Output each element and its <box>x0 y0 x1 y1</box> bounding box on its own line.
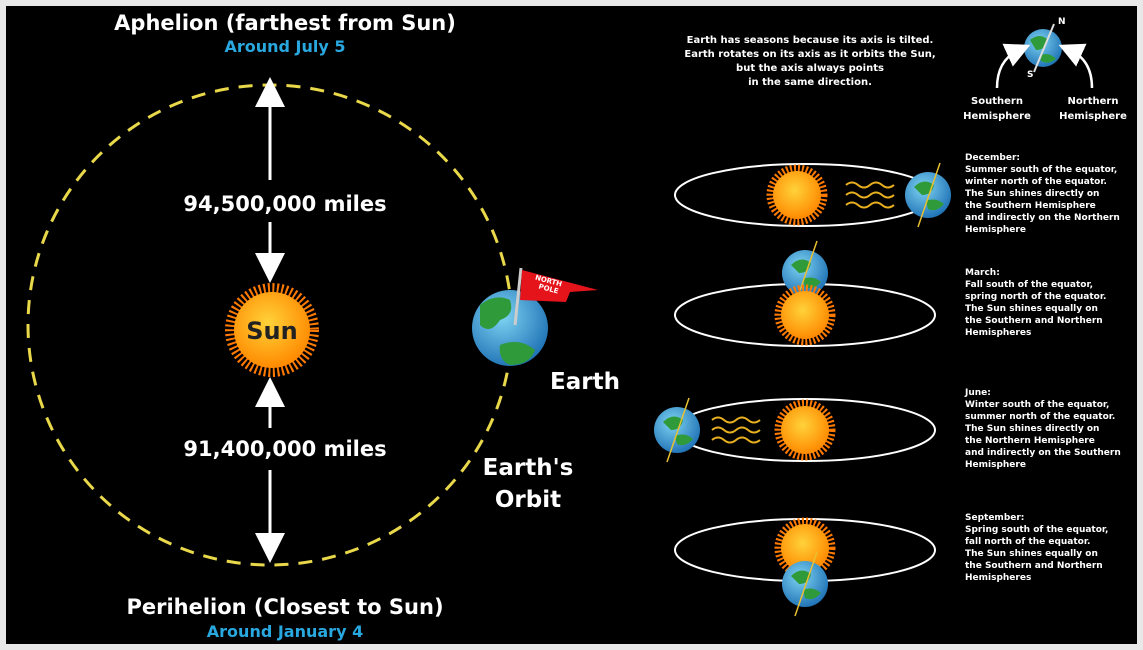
distance-near: 91,400,000 miles <box>183 437 386 461</box>
season-line: Winter south of the equator, <box>965 400 1109 410</box>
season-line: summer north of the equator. <box>965 412 1115 422</box>
season-line: Hemisphere <box>965 225 1026 235</box>
sun <box>781 406 829 454</box>
page: Sun Aphelion (farthest from Sun) Around … <box>0 0 1143 650</box>
perihelion-date: Around January 4 <box>207 622 363 641</box>
season-line: the Southern and Northern <box>965 316 1103 326</box>
season-line: Spring south of the equator, <box>965 525 1108 535</box>
earth-label: Earth <box>550 369 620 395</box>
distance-far: 94,500,000 miles <box>183 192 386 216</box>
season-line: the Southern and Northern <box>965 561 1103 571</box>
intro-line: in the same direction. <box>748 77 872 88</box>
season-heading: March: <box>965 268 1000 278</box>
season-line: fall north of the equator. <box>965 537 1090 547</box>
season-line: the Southern Hemisphere <box>965 201 1096 211</box>
sun <box>773 171 821 219</box>
season-heading: September: <box>965 513 1024 523</box>
season-line: The Sun shines equally on <box>965 304 1098 314</box>
earth <box>782 561 828 607</box>
perihelion-title: Perihelion (Closest to Sun) <box>126 595 443 619</box>
season-line: winter north of the equator. <box>965 177 1107 187</box>
orbit-label: Earth's <box>483 455 574 481</box>
season-line: the Northern Hemisphere <box>965 436 1095 446</box>
season-line: spring north of the equator. <box>965 292 1106 302</box>
intro-line: Earth rotates on its axis as it orbits t… <box>684 49 935 60</box>
sun <box>781 291 829 339</box>
intro-line: Earth has seasons because its axis is ti… <box>687 35 934 46</box>
aphelion-date: Around July 5 <box>224 37 345 56</box>
axis-south: S <box>1027 70 1033 80</box>
hemisphere-label: Hemisphere <box>1059 111 1127 122</box>
season-heading: December: <box>965 153 1020 163</box>
hemisphere-label: Hemisphere <box>963 111 1031 122</box>
earth <box>905 172 951 218</box>
aphelion-title: Aphelion (farthest from Sun) <box>114 11 456 35</box>
intro-line: but the axis always points <box>736 63 884 74</box>
season-heading: June: <box>964 388 991 398</box>
diagram: Sun Aphelion (farthest from Sun) Around … <box>0 0 1143 650</box>
season-line: and indirectly on the Southern <box>965 448 1121 458</box>
season-line: Hemispheres <box>965 328 1031 338</box>
season-line: Fall south of the equator, <box>965 280 1093 290</box>
season-line: The Sun shines directly on <box>965 189 1099 199</box>
season-line: and indirectly on the Northern <box>965 213 1120 223</box>
orbit-label: Orbit <box>495 487 561 513</box>
sun-label: Sun <box>246 317 297 345</box>
hemisphere-label: Northern <box>1068 96 1119 107</box>
hemisphere-label: Southern <box>971 96 1023 107</box>
earth <box>654 407 700 453</box>
season-line: Summer south of the equator, <box>965 165 1117 175</box>
season-line: Hemisphere <box>965 460 1026 470</box>
season-line: The Sun shines equally on <box>965 549 1098 559</box>
season-line: Hemispheres <box>965 573 1031 583</box>
axis-north: N <box>1058 17 1066 27</box>
season-line: The Sun shines directly on <box>965 424 1099 434</box>
